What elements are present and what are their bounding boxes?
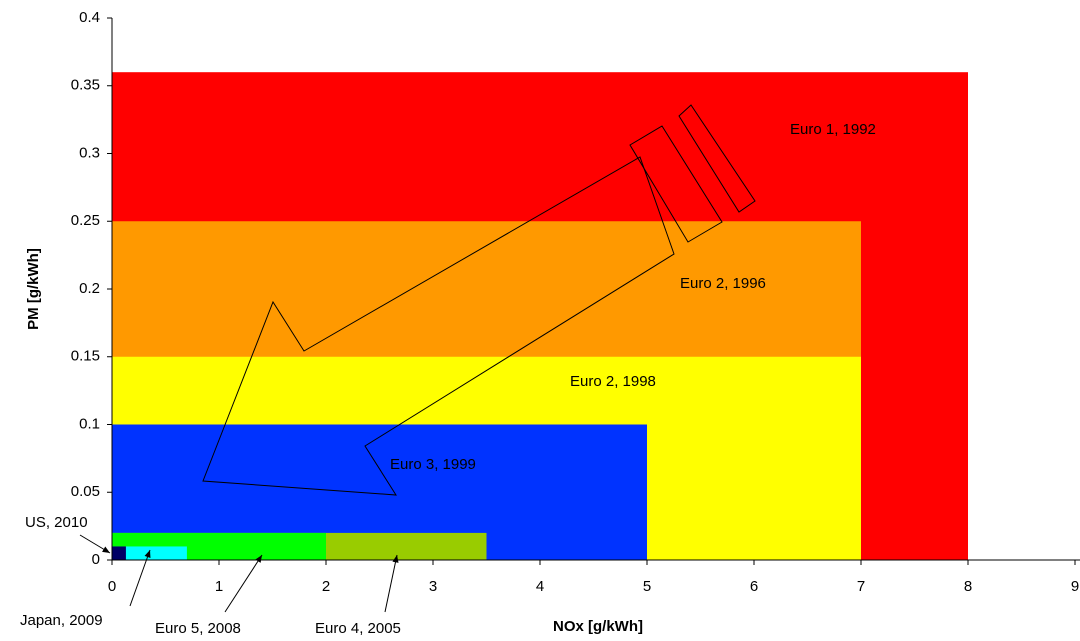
x-tick-label: 2	[322, 578, 330, 595]
x-tick-label: 8	[964, 578, 972, 595]
x-tick-label: 5	[643, 578, 651, 595]
plot-area	[112, 72, 968, 560]
x-tick-label: 6	[750, 578, 758, 595]
y-tick-label: 0.25	[71, 212, 100, 229]
x-tick-label: 4	[536, 578, 544, 595]
x-tick-label: 1	[215, 578, 223, 595]
x-tick-label: 9	[1071, 578, 1079, 595]
y-tick-label: 0.2	[79, 280, 100, 297]
y-tick-label: 0.15	[71, 348, 100, 365]
chart: NOx [g/kWh] PM [g/kWh] 0 0.05 0.1 0.15 0.2 0.…	[0, 0, 1080, 641]
y-axis-label: PM [g/kWh]	[25, 248, 42, 330]
x-axis-label: NOx [g/kWh]	[553, 618, 643, 635]
y-tick-label: 0	[92, 551, 100, 568]
y-tick-label: 0.05	[71, 483, 100, 500]
label-pointer-head	[102, 547, 110, 553]
series-label: Euro 4, 2005	[315, 620, 401, 637]
limit-area	[112, 546, 126, 560]
series-label: US, 2010	[25, 514, 88, 531]
x-tick-label: 0	[108, 578, 116, 595]
page: {"chart_data": { "type": "nested-rect", …	[0, 0, 1080, 641]
label-pointer	[385, 555, 397, 612]
series-label: Japan, 2009	[20, 612, 103, 629]
x-tick-label: 3	[429, 578, 437, 595]
y-tick-label: 0.3	[79, 144, 100, 161]
y-tick-label: 0.1	[79, 415, 100, 432]
x-tick-label: 7	[857, 578, 865, 595]
y-tick-label: 0.35	[71, 77, 100, 94]
series-label: Euro 5, 2008	[155, 620, 241, 637]
series-label: Euro 2, 1998	[570, 373, 656, 390]
series-label: Euro 3, 1999	[390, 456, 476, 473]
series-label: Euro 1, 1992	[790, 121, 876, 138]
series-label: Euro 2, 1996	[680, 275, 766, 292]
label-pointer	[225, 555, 262, 612]
y-tick-label: 0.4	[79, 9, 100, 26]
